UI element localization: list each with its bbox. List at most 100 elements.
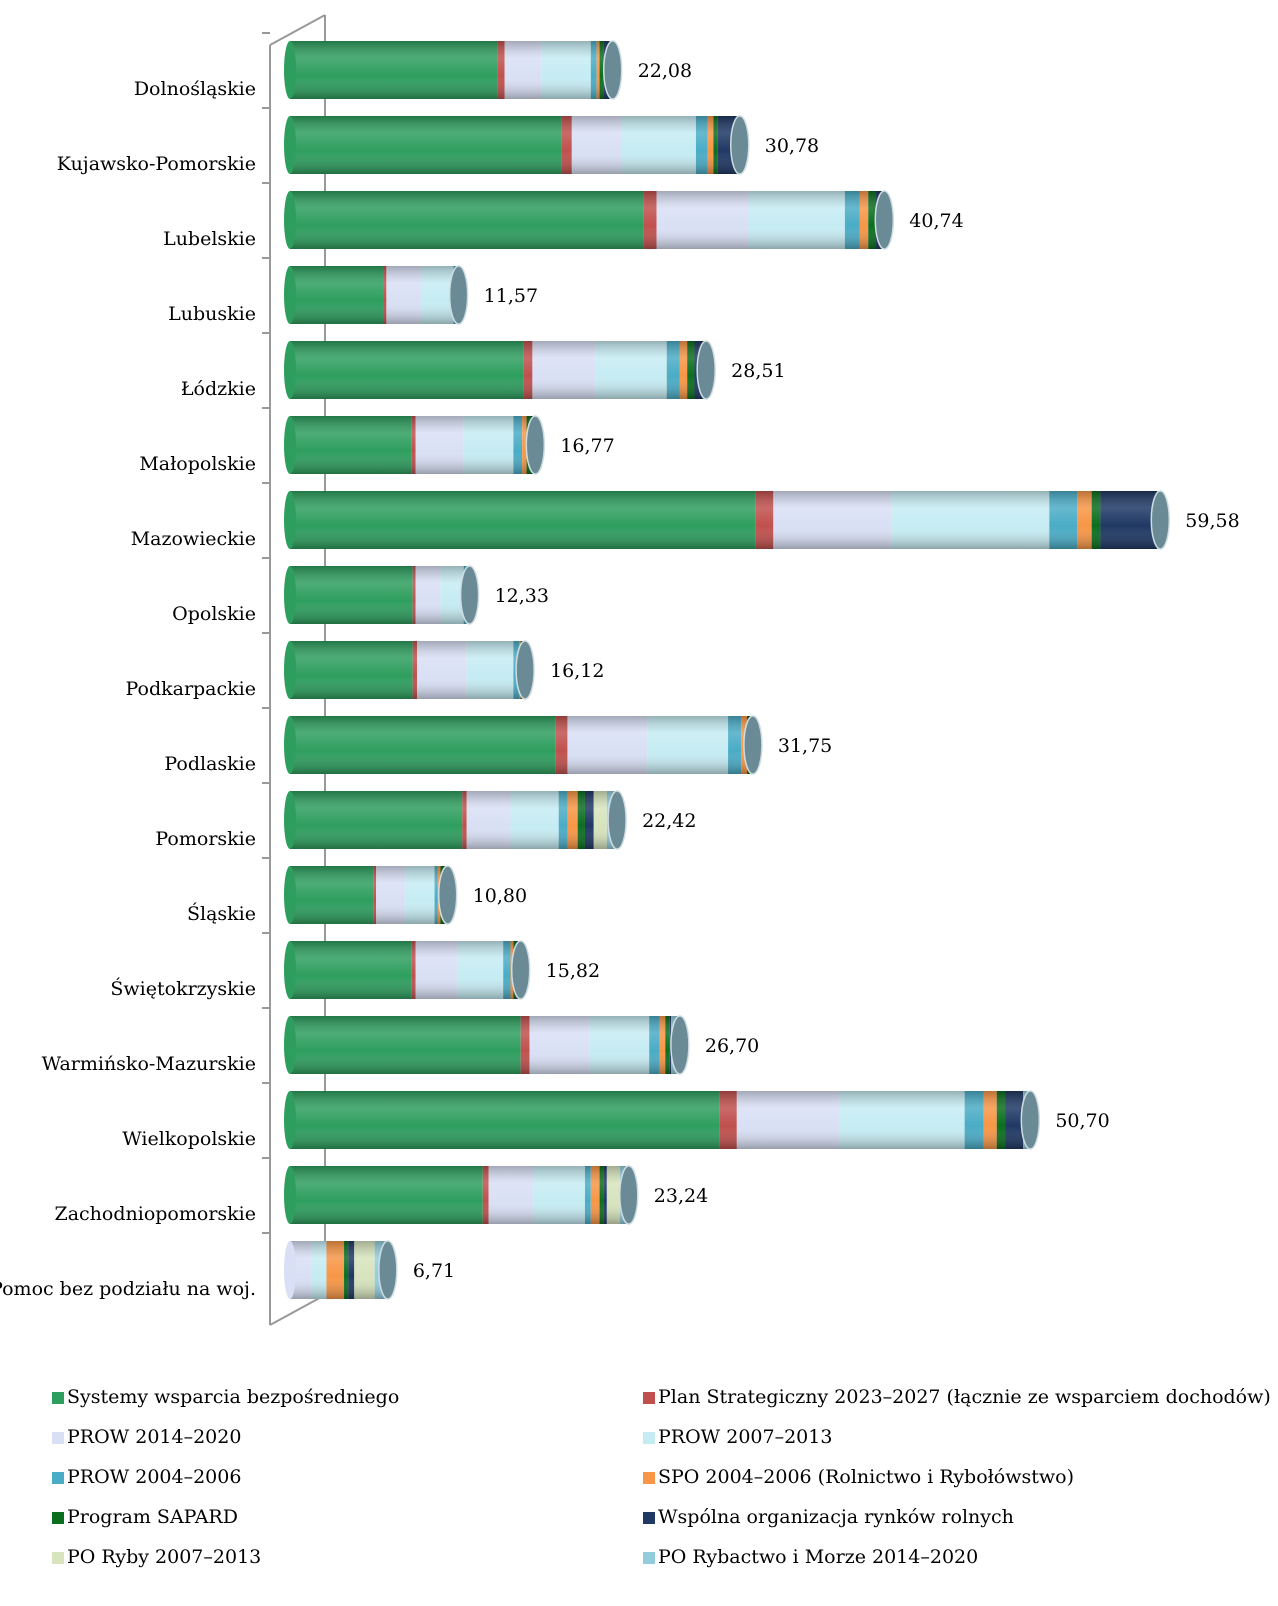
bar-end-cap	[602, 40, 623, 100]
bar-start-cap	[284, 716, 296, 774]
category-label: Lubuskie	[168, 303, 256, 325]
bar-start-cap	[284, 1166, 296, 1224]
bar-end-cap	[525, 415, 546, 475]
bar-start-cap	[284, 1016, 296, 1074]
bar-shading	[290, 491, 1161, 549]
category-label: Lubelskie	[163, 228, 256, 250]
legend-label: PO Ryby 2007–2013	[67, 1546, 261, 1568]
category-label: Opolskie	[172, 603, 256, 625]
category-label: Podlaskie	[164, 753, 256, 775]
bar-start-cap	[284, 491, 296, 549]
bar-end-cap	[510, 940, 531, 1000]
category-label: Wielkopolskie	[122, 1128, 256, 1150]
legend-swatch	[52, 1552, 64, 1564]
legend-swatch	[52, 1472, 64, 1484]
total-label: 28,51	[731, 360, 785, 382]
total-label: 16,77	[560, 435, 614, 457]
bar-shading	[290, 41, 613, 99]
category-label: Kujawsko-Pomorskie	[57, 153, 256, 175]
bar-shading	[290, 1091, 1031, 1149]
bar-shading	[290, 341, 707, 399]
legend-swatch	[52, 1432, 64, 1444]
bar-end-cap	[459, 565, 480, 625]
legend-label: Program SAPARD	[67, 1506, 238, 1528]
total-label: 50,70	[1055, 1110, 1109, 1132]
bar-end-cap	[1150, 490, 1171, 550]
total-label: 40,74	[909, 210, 963, 232]
total-label: 10,80	[473, 885, 527, 907]
bar-start-cap	[284, 116, 296, 174]
bar-shading	[290, 116, 740, 174]
bar-end-cap	[729, 115, 750, 175]
legend-label: Plan Strategiczny 2023–2027 (łącznie ze …	[658, 1386, 1271, 1408]
legend-swatch	[643, 1552, 655, 1564]
legend-swatch	[643, 1392, 655, 1404]
category-label: Małopolskie	[139, 453, 256, 475]
total-label: 22,42	[642, 810, 696, 832]
bar-start-cap	[284, 941, 296, 999]
total-label: 16,12	[550, 660, 604, 682]
bar-shading	[290, 716, 753, 774]
total-label: 22,08	[638, 60, 692, 82]
category-label: Pomoc bez podziału na woj.	[0, 1278, 256, 1300]
bar-end-cap	[515, 640, 535, 700]
bar-end-cap	[670, 1015, 690, 1075]
legend-label: PROW 2004–2006	[67, 1466, 241, 1488]
total-label: 6,71	[413, 1260, 455, 1282]
bar-shading	[290, 1166, 629, 1224]
category-label: Podkarpackie	[125, 678, 256, 700]
category-label: Łódzkie	[181, 378, 256, 400]
total-label: 30,78	[765, 135, 819, 157]
bar-shading	[290, 266, 459, 324]
legend-swatch	[643, 1472, 655, 1484]
bar-start-cap	[284, 416, 296, 474]
legend-swatch	[643, 1512, 655, 1524]
legend-label: Systemy wsparcia bezpośredniego	[67, 1386, 399, 1408]
bar-end-cap	[696, 340, 716, 400]
category-label: Zachodniopomorskie	[55, 1203, 257, 1225]
legend-label: PROW 2007–2013	[658, 1426, 832, 1448]
bar-start-cap	[284, 266, 296, 324]
bar-start-cap	[284, 1241, 296, 1299]
bar-end-cap	[619, 1165, 639, 1225]
legend-label: PROW 2014–2020	[67, 1426, 241, 1448]
bar-shading	[290, 941, 521, 999]
bar-end-cap	[448, 265, 469, 325]
bar-shading	[290, 641, 526, 699]
bar-shading	[290, 1016, 680, 1074]
bar-start-cap	[284, 566, 296, 624]
legend-swatch	[52, 1392, 64, 1404]
bar-start-cap	[284, 341, 296, 399]
bar-start-cap	[284, 41, 296, 99]
category-label: Świętokrzyskie	[110, 977, 256, 1000]
legend-label: SPO 2004–2006 (Rolnictwo i Rybołówstwo)	[658, 1466, 1074, 1488]
bar-end-cap	[1020, 1090, 1041, 1150]
total-label: 59,58	[1185, 510, 1239, 532]
bar-end-cap	[874, 190, 895, 250]
category-label: Mazowieckie	[131, 528, 256, 550]
total-label: 23,24	[654, 1185, 708, 1207]
total-label: 12,33	[495, 585, 549, 607]
bar-end-cap	[437, 865, 458, 925]
category-label: Warmińsko-Mazurskie	[42, 1053, 256, 1075]
category-label: Pomorskie	[155, 828, 256, 850]
category-label: Dolnośląskie	[134, 78, 256, 100]
bar-end-cap	[378, 1240, 398, 1300]
category-label: Śląskie	[187, 902, 256, 925]
bar-shading	[290, 566, 470, 624]
bar-shading	[290, 1241, 388, 1299]
total-label: 11,57	[484, 285, 538, 307]
bar-start-cap	[284, 641, 296, 699]
legend-swatch	[643, 1432, 655, 1444]
bar-start-cap	[284, 866, 296, 924]
total-label: 26,70	[705, 1035, 759, 1057]
legend-swatch	[52, 1512, 64, 1524]
bar-end-cap	[743, 715, 763, 775]
bar-end-cap	[607, 790, 627, 850]
total-label: 15,82	[546, 960, 600, 982]
total-label: 31,75	[778, 735, 832, 757]
legend-label: PO Rybactwo i Morze 2014–2020	[658, 1546, 978, 1568]
bar-shading	[290, 191, 885, 249]
legend-label: Wspólna organizacja rynków rolnych	[658, 1506, 1014, 1528]
